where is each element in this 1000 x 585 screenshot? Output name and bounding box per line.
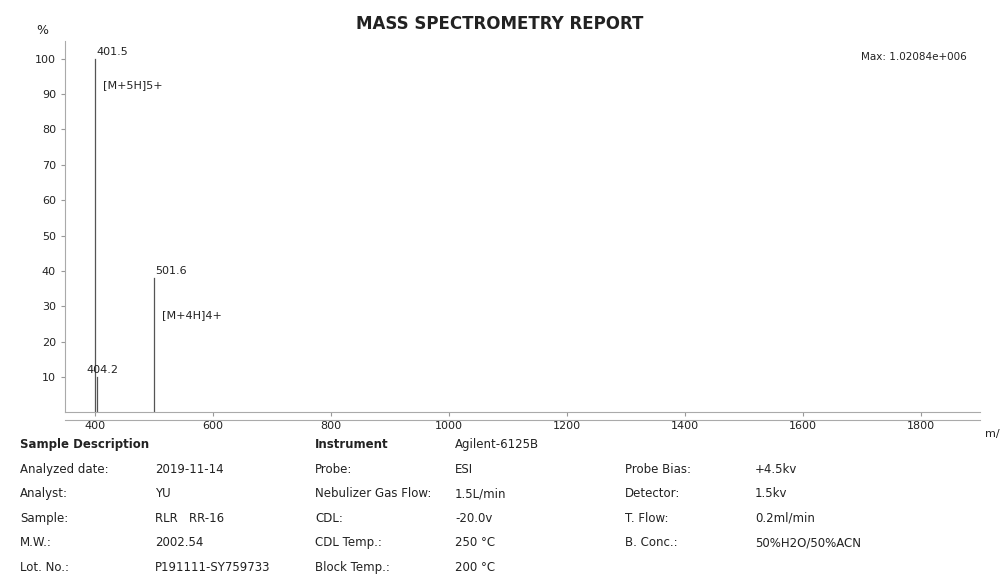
Text: T. Flow:: T. Flow: [625, 511, 668, 525]
Text: Probe Bias:: Probe Bias: [625, 463, 691, 476]
Text: 1.5L/min: 1.5L/min [455, 487, 507, 500]
Text: Max: 1.02084e+006: Max: 1.02084e+006 [861, 52, 966, 62]
Text: 404.2: 404.2 [86, 365, 118, 376]
Text: 0.2ml/min: 0.2ml/min [755, 511, 815, 525]
Text: P191111-SY759733: P191111-SY759733 [155, 560, 270, 573]
Text: Detector:: Detector: [625, 487, 680, 500]
Text: 2002.54: 2002.54 [155, 536, 203, 549]
Text: 401.5: 401.5 [97, 47, 128, 57]
Text: M.W.:: M.W.: [20, 536, 52, 549]
Text: 501.6: 501.6 [156, 266, 187, 276]
Text: Probe:: Probe: [315, 463, 352, 476]
Text: ESI: ESI [455, 463, 473, 476]
Y-axis label: %: % [36, 24, 48, 37]
Text: Block Temp.:: Block Temp.: [315, 560, 390, 573]
Text: Lot. No.:: Lot. No.: [20, 560, 69, 573]
Text: RLR   RR-16: RLR RR-16 [155, 511, 224, 525]
Text: 200 °C: 200 °C [455, 560, 495, 573]
Text: MASS SPECTROMETRY REPORT: MASS SPECTROMETRY REPORT [356, 15, 644, 33]
Text: Agilent-6125B: Agilent-6125B [455, 438, 539, 451]
Text: m/z: m/z [985, 429, 1000, 439]
Text: +4.5kv: +4.5kv [755, 463, 797, 476]
Text: B. Conc.:: B. Conc.: [625, 536, 678, 549]
Text: [M+5H]5+: [M+5H]5+ [103, 81, 163, 91]
Text: 250 °C: 250 °C [455, 536, 495, 549]
Text: Sample Description: Sample Description [20, 438, 149, 451]
Text: Analyst:: Analyst: [20, 487, 68, 500]
Text: Nebulizer Gas Flow:: Nebulizer Gas Flow: [315, 487, 431, 500]
Text: 1.5kv: 1.5kv [755, 487, 788, 500]
Text: Sample:: Sample: [20, 511, 68, 525]
Text: CDL Temp.:: CDL Temp.: [315, 536, 382, 549]
Text: -20.0v: -20.0v [455, 511, 492, 525]
Text: 50%H2O/50%ACN: 50%H2O/50%ACN [755, 536, 861, 549]
Text: Analyzed date:: Analyzed date: [20, 463, 109, 476]
Text: CDL:: CDL: [315, 511, 343, 525]
Text: YU: YU [155, 487, 171, 500]
Text: [M+4H]4+: [M+4H]4+ [162, 311, 222, 321]
Text: Instrument: Instrument [315, 438, 389, 451]
Text: 2019-11-14: 2019-11-14 [155, 463, 224, 476]
